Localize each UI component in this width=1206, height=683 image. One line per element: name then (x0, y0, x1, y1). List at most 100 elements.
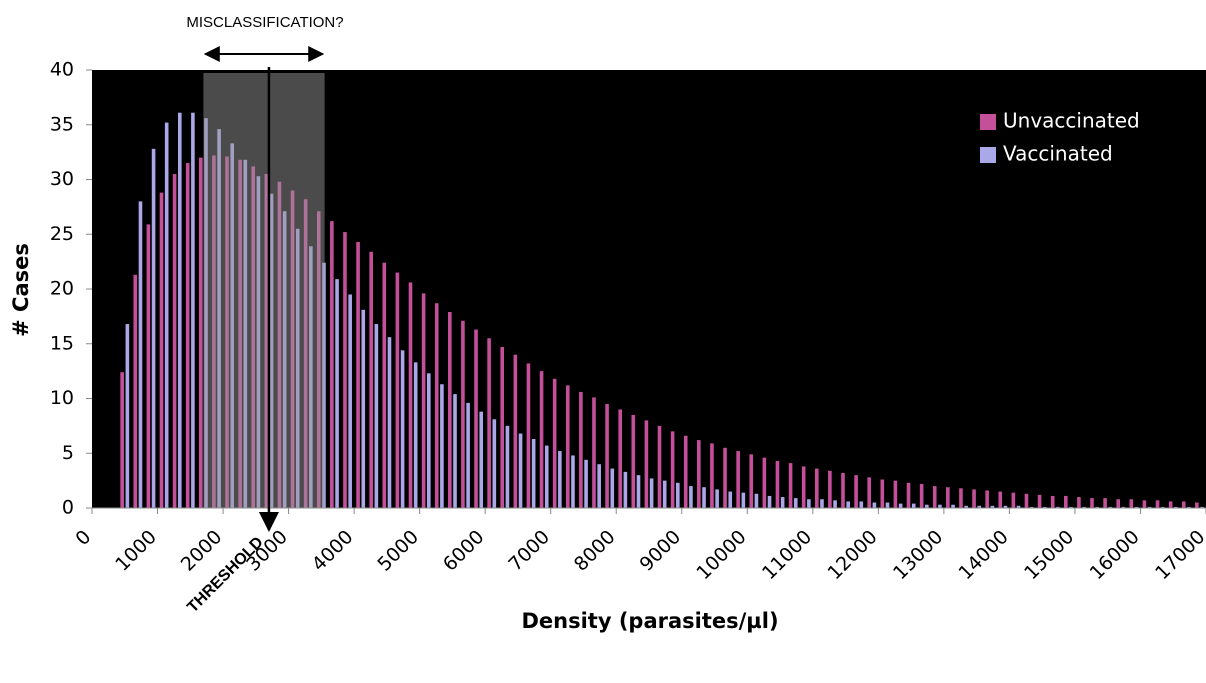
bar (1003, 505, 1008, 508)
annotation: MISCLASSIFICATION? (186, 14, 343, 31)
bar (1011, 492, 1016, 508)
y-tick-label: 25 (50, 223, 74, 245)
y-tick-label: 40 (50, 59, 74, 81)
bar (120, 372, 124, 508)
bar (1134, 506, 1139, 508)
bar (801, 466, 806, 508)
bar (972, 489, 976, 508)
bar (985, 490, 989, 508)
bar (925, 504, 929, 508)
bar (1016, 505, 1021, 508)
bar (657, 425, 662, 508)
bar (1174, 506, 1178, 508)
bar (199, 157, 203, 508)
bar (191, 112, 195, 508)
bar (846, 501, 850, 508)
y-tick-label: 0 (62, 497, 74, 519)
bar (906, 482, 911, 508)
x-tick-label: 4000 (308, 526, 358, 576)
bar (492, 419, 497, 508)
bar (1082, 506, 1086, 508)
bar (880, 479, 885, 508)
bar (854, 475, 858, 508)
bar (710, 443, 714, 508)
bar (998, 491, 1003, 508)
y-tick-label: 30 (50, 168, 74, 190)
bar (631, 414, 636, 508)
bar (1042, 506, 1047, 508)
bar (814, 468, 819, 508)
y-tick-label: 35 (50, 113, 74, 135)
bar (531, 439, 536, 508)
bar (1121, 506, 1126, 508)
bar (959, 488, 963, 508)
x-tick-label: 16000 (1086, 526, 1144, 584)
x-tick-label: 7000 (504, 526, 554, 576)
bar (788, 463, 793, 508)
bar (579, 391, 583, 508)
bar (164, 122, 169, 508)
bar (487, 338, 491, 508)
bar (185, 163, 190, 508)
x-tick-label: 6000 (439, 526, 489, 576)
bar (715, 489, 719, 508)
bar (1168, 501, 1173, 508)
bar (159, 192, 164, 508)
bar (505, 425, 510, 508)
bar (513, 354, 518, 508)
legend-label: Vaccinated (1003, 142, 1113, 166)
bar (382, 262, 387, 508)
bar (1147, 506, 1152, 508)
x-tick-label: 9000 (635, 526, 685, 576)
bar (946, 487, 950, 508)
bar (1095, 506, 1099, 508)
bar (990, 505, 995, 508)
bar (133, 274, 138, 508)
bar (749, 454, 754, 508)
x-tick-label: 1000 (111, 526, 161, 576)
bar (676, 482, 680, 508)
bar (723, 447, 727, 508)
bar (539, 371, 544, 508)
x-tick-label: 15000 (1020, 526, 1078, 584)
bar (479, 411, 484, 508)
bar (413, 362, 418, 508)
bar (408, 282, 413, 508)
bar (775, 460, 780, 508)
bar (932, 486, 937, 508)
x-tick-label: 14000 (955, 526, 1013, 584)
bar (697, 440, 701, 508)
bar (1155, 500, 1160, 508)
bar (605, 403, 609, 508)
bar (911, 503, 916, 508)
bar (1116, 499, 1121, 508)
bar (138, 201, 143, 508)
bar (1077, 497, 1081, 508)
bar (361, 309, 366, 508)
bar (919, 483, 924, 508)
bar (474, 329, 478, 508)
bar (1024, 493, 1029, 508)
bar (1029, 506, 1034, 508)
bar (526, 363, 531, 508)
x-tick-label: 12000 (823, 526, 881, 584)
bar (938, 504, 942, 508)
bar (1063, 495, 1068, 508)
bar (1200, 506, 1204, 508)
bar (1090, 498, 1094, 508)
bar (440, 384, 444, 508)
bar (348, 294, 352, 508)
bar (898, 503, 903, 508)
bar (828, 470, 832, 508)
bar (741, 492, 746, 508)
bar (421, 293, 426, 508)
bar (453, 394, 457, 508)
bar (1069, 506, 1073, 508)
bar (552, 378, 557, 508)
bar (754, 493, 759, 508)
bar (500, 347, 505, 508)
bar (964, 505, 968, 508)
bar (571, 455, 575, 508)
y-tick-label: 5 (62, 442, 74, 464)
bar (793, 498, 798, 508)
